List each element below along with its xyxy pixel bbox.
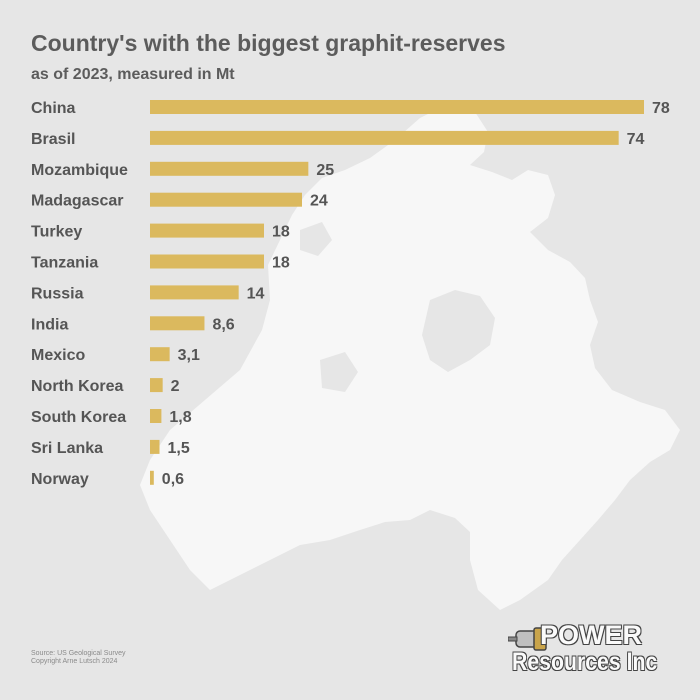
value-label: 1,8 xyxy=(169,409,191,426)
category-label: Sri Lanka xyxy=(31,440,103,457)
value-label: 24 xyxy=(310,193,328,210)
value-label: 25 xyxy=(316,162,334,179)
category-label: India xyxy=(31,316,68,333)
bar xyxy=(150,254,264,269)
bar xyxy=(150,347,170,362)
category-label: Brasil xyxy=(31,131,75,148)
plug-icon xyxy=(508,627,547,651)
bar xyxy=(150,470,154,485)
bar xyxy=(150,285,239,300)
bar xyxy=(150,439,160,454)
copyright-text: Copyright Arne Lutsch 2024 xyxy=(31,658,118,665)
bar xyxy=(150,130,619,145)
value-label: 74 xyxy=(627,131,645,148)
value-label: 14 xyxy=(247,285,265,302)
bar xyxy=(150,161,309,176)
category-label: China xyxy=(31,100,76,117)
chart-title: Country's with the biggest graphit-reser… xyxy=(31,30,506,56)
category-label: Turkey xyxy=(31,224,82,241)
value-label: 8,6 xyxy=(212,316,234,333)
category-label: Tanzania xyxy=(31,255,98,272)
epower-logo: POWER Resources Inc xyxy=(506,618,690,682)
value-label: 18 xyxy=(272,224,290,241)
value-label: 78 xyxy=(652,100,670,117)
bar xyxy=(150,316,205,331)
category-label: Mexico xyxy=(31,347,85,364)
source-note: Source: US Geological Survey Copyright A… xyxy=(31,650,126,666)
category-label: Mozambique xyxy=(31,162,128,179)
category-label: North Korea xyxy=(31,378,124,395)
chart-subtitle: as of 2023, measured in Mt xyxy=(31,66,235,83)
bar xyxy=(150,223,264,238)
value-label: 18 xyxy=(272,255,290,272)
logo-line-1: POWER xyxy=(540,620,643,650)
category-label: South Korea xyxy=(31,409,126,426)
logo-line-2: Resources Inc xyxy=(512,648,658,676)
category-label: Madagascar xyxy=(31,193,124,210)
source-text: Source: US Geological Survey xyxy=(31,650,126,657)
bar xyxy=(150,378,163,393)
bar xyxy=(150,409,162,423)
value-label: 2 xyxy=(171,378,180,395)
category-label: Russia xyxy=(31,285,84,302)
category-label: Norway xyxy=(31,471,89,488)
value-label: 1,5 xyxy=(168,440,190,457)
value-label: 3,1 xyxy=(178,347,200,364)
value-label: 0,6 xyxy=(162,471,184,488)
bar xyxy=(150,192,302,207)
bar xyxy=(150,100,644,114)
